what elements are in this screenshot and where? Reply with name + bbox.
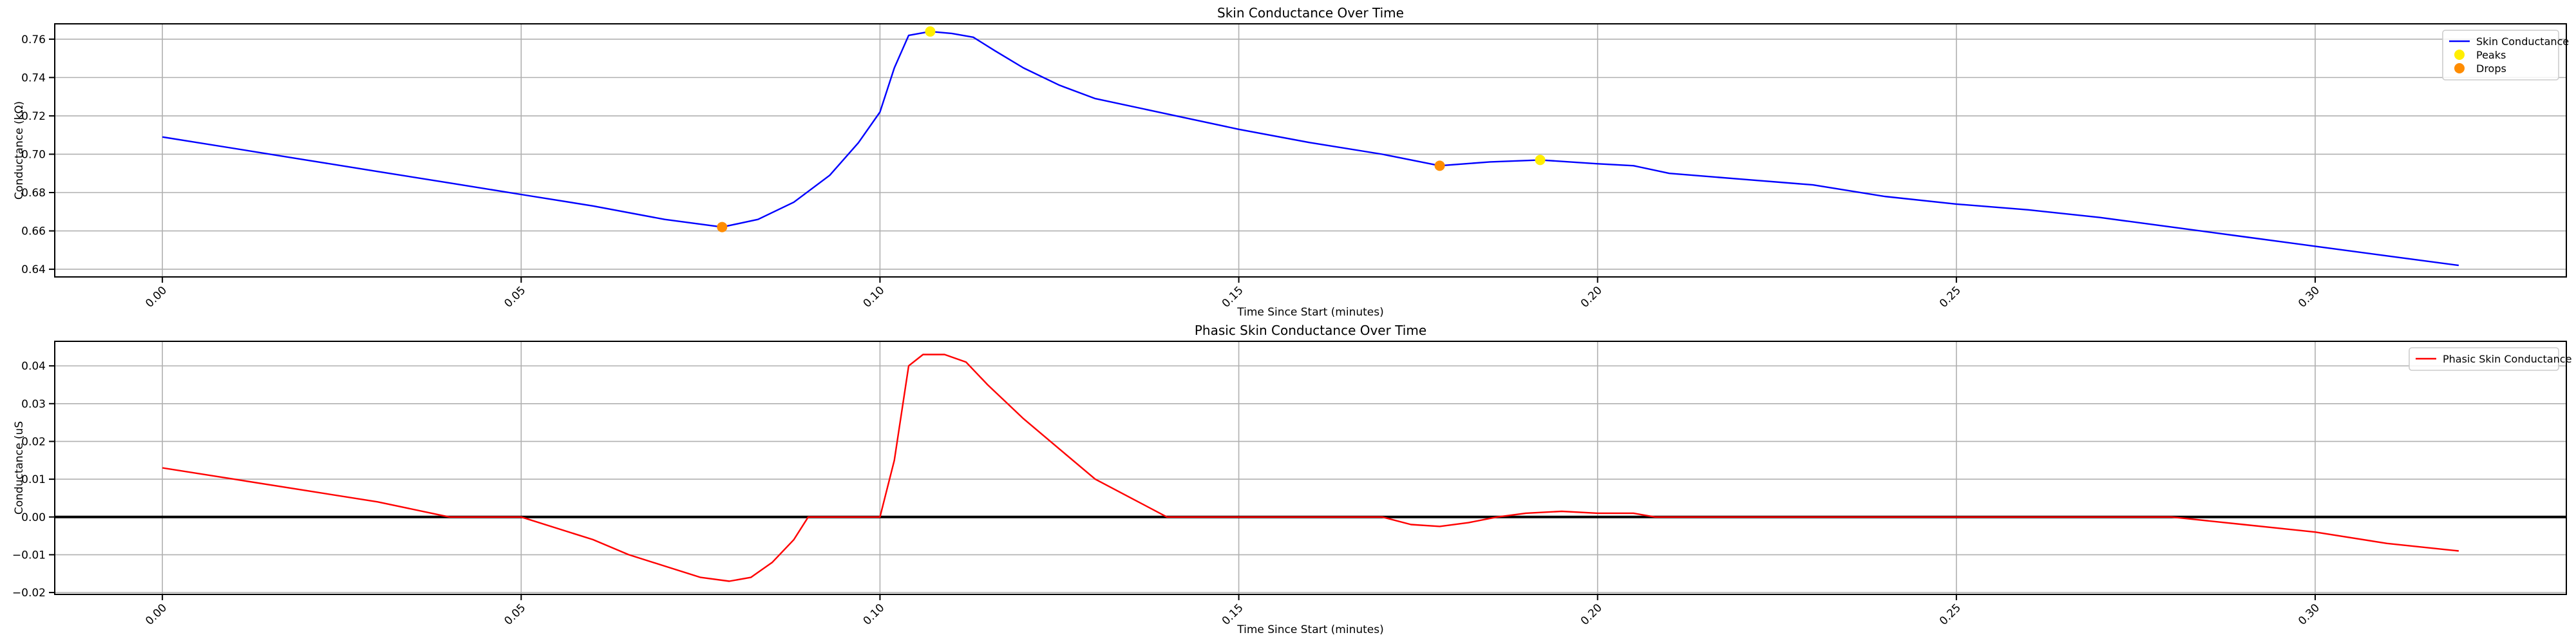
y-tick-label: 0.04 <box>21 360 46 373</box>
y-tick-label: 0.66 <box>21 225 46 238</box>
legend-box <box>2442 30 2559 80</box>
y-tick-label: 0.70 <box>21 148 46 161</box>
chart-title: Phasic Skin Conductance Over Time <box>1195 323 1426 338</box>
y-axis-label: Conductance (kΩ) <box>13 101 26 200</box>
y-tick-label: −0.02 <box>12 587 46 600</box>
drops-point <box>717 222 728 232</box>
legend-label: Drops <box>2476 62 2506 75</box>
legend-box <box>2409 347 2559 371</box>
y-tick-label: 0.01 <box>21 473 46 486</box>
y-tick-label: −0.01 <box>12 549 46 562</box>
legend-label: Peaks <box>2476 49 2506 61</box>
y-tick-label: 0.02 <box>21 435 46 448</box>
x-axis-label: Time Since Start (minutes) <box>1236 306 1384 319</box>
series-line-skin-conductance <box>162 30 2459 267</box>
legend-marker-swatch <box>2454 63 2465 73</box>
y-axis-label: Conductance (uS <box>13 421 26 515</box>
y-tick-label: 0.74 <box>21 71 46 84</box>
x-axis-label: Time Since Start (minutes) <box>1236 623 1384 636</box>
skin-conductance-panel: 0.00 0.05 0.10 0.15 0.20 0.25 0.300.640.660.68… <box>13 5 2569 319</box>
legend-label: Skin Conductance <box>2476 35 2569 48</box>
chart-title: Skin Conductance Over Time <box>1217 5 1404 21</box>
drops-point <box>1434 160 1445 171</box>
y-tick-label: 0.72 <box>21 110 46 123</box>
y-tick-label: 0.03 <box>21 398 46 411</box>
legend-label: Phasic Skin Conductance <box>2443 353 2571 365</box>
phasic-skin-conductance-panel: 0.00 0.05 0.10 0.15 0.20 0.25 0.30−0.02−0.010.… <box>12 323 2572 636</box>
axes-frame <box>54 341 2567 595</box>
series-line-phasic-skin-conductance <box>162 354 2459 582</box>
y-tick-label: 0.00 <box>21 511 46 524</box>
peaks-point <box>925 26 936 37</box>
peaks-point <box>1535 155 1546 166</box>
y-tick-label: 0.76 <box>21 33 46 46</box>
legend-marker-swatch <box>2454 50 2465 60</box>
y-tick-label: 0.64 <box>21 263 46 276</box>
y-tick-label: 0.68 <box>21 187 46 200</box>
axes-frame <box>54 23 2567 278</box>
